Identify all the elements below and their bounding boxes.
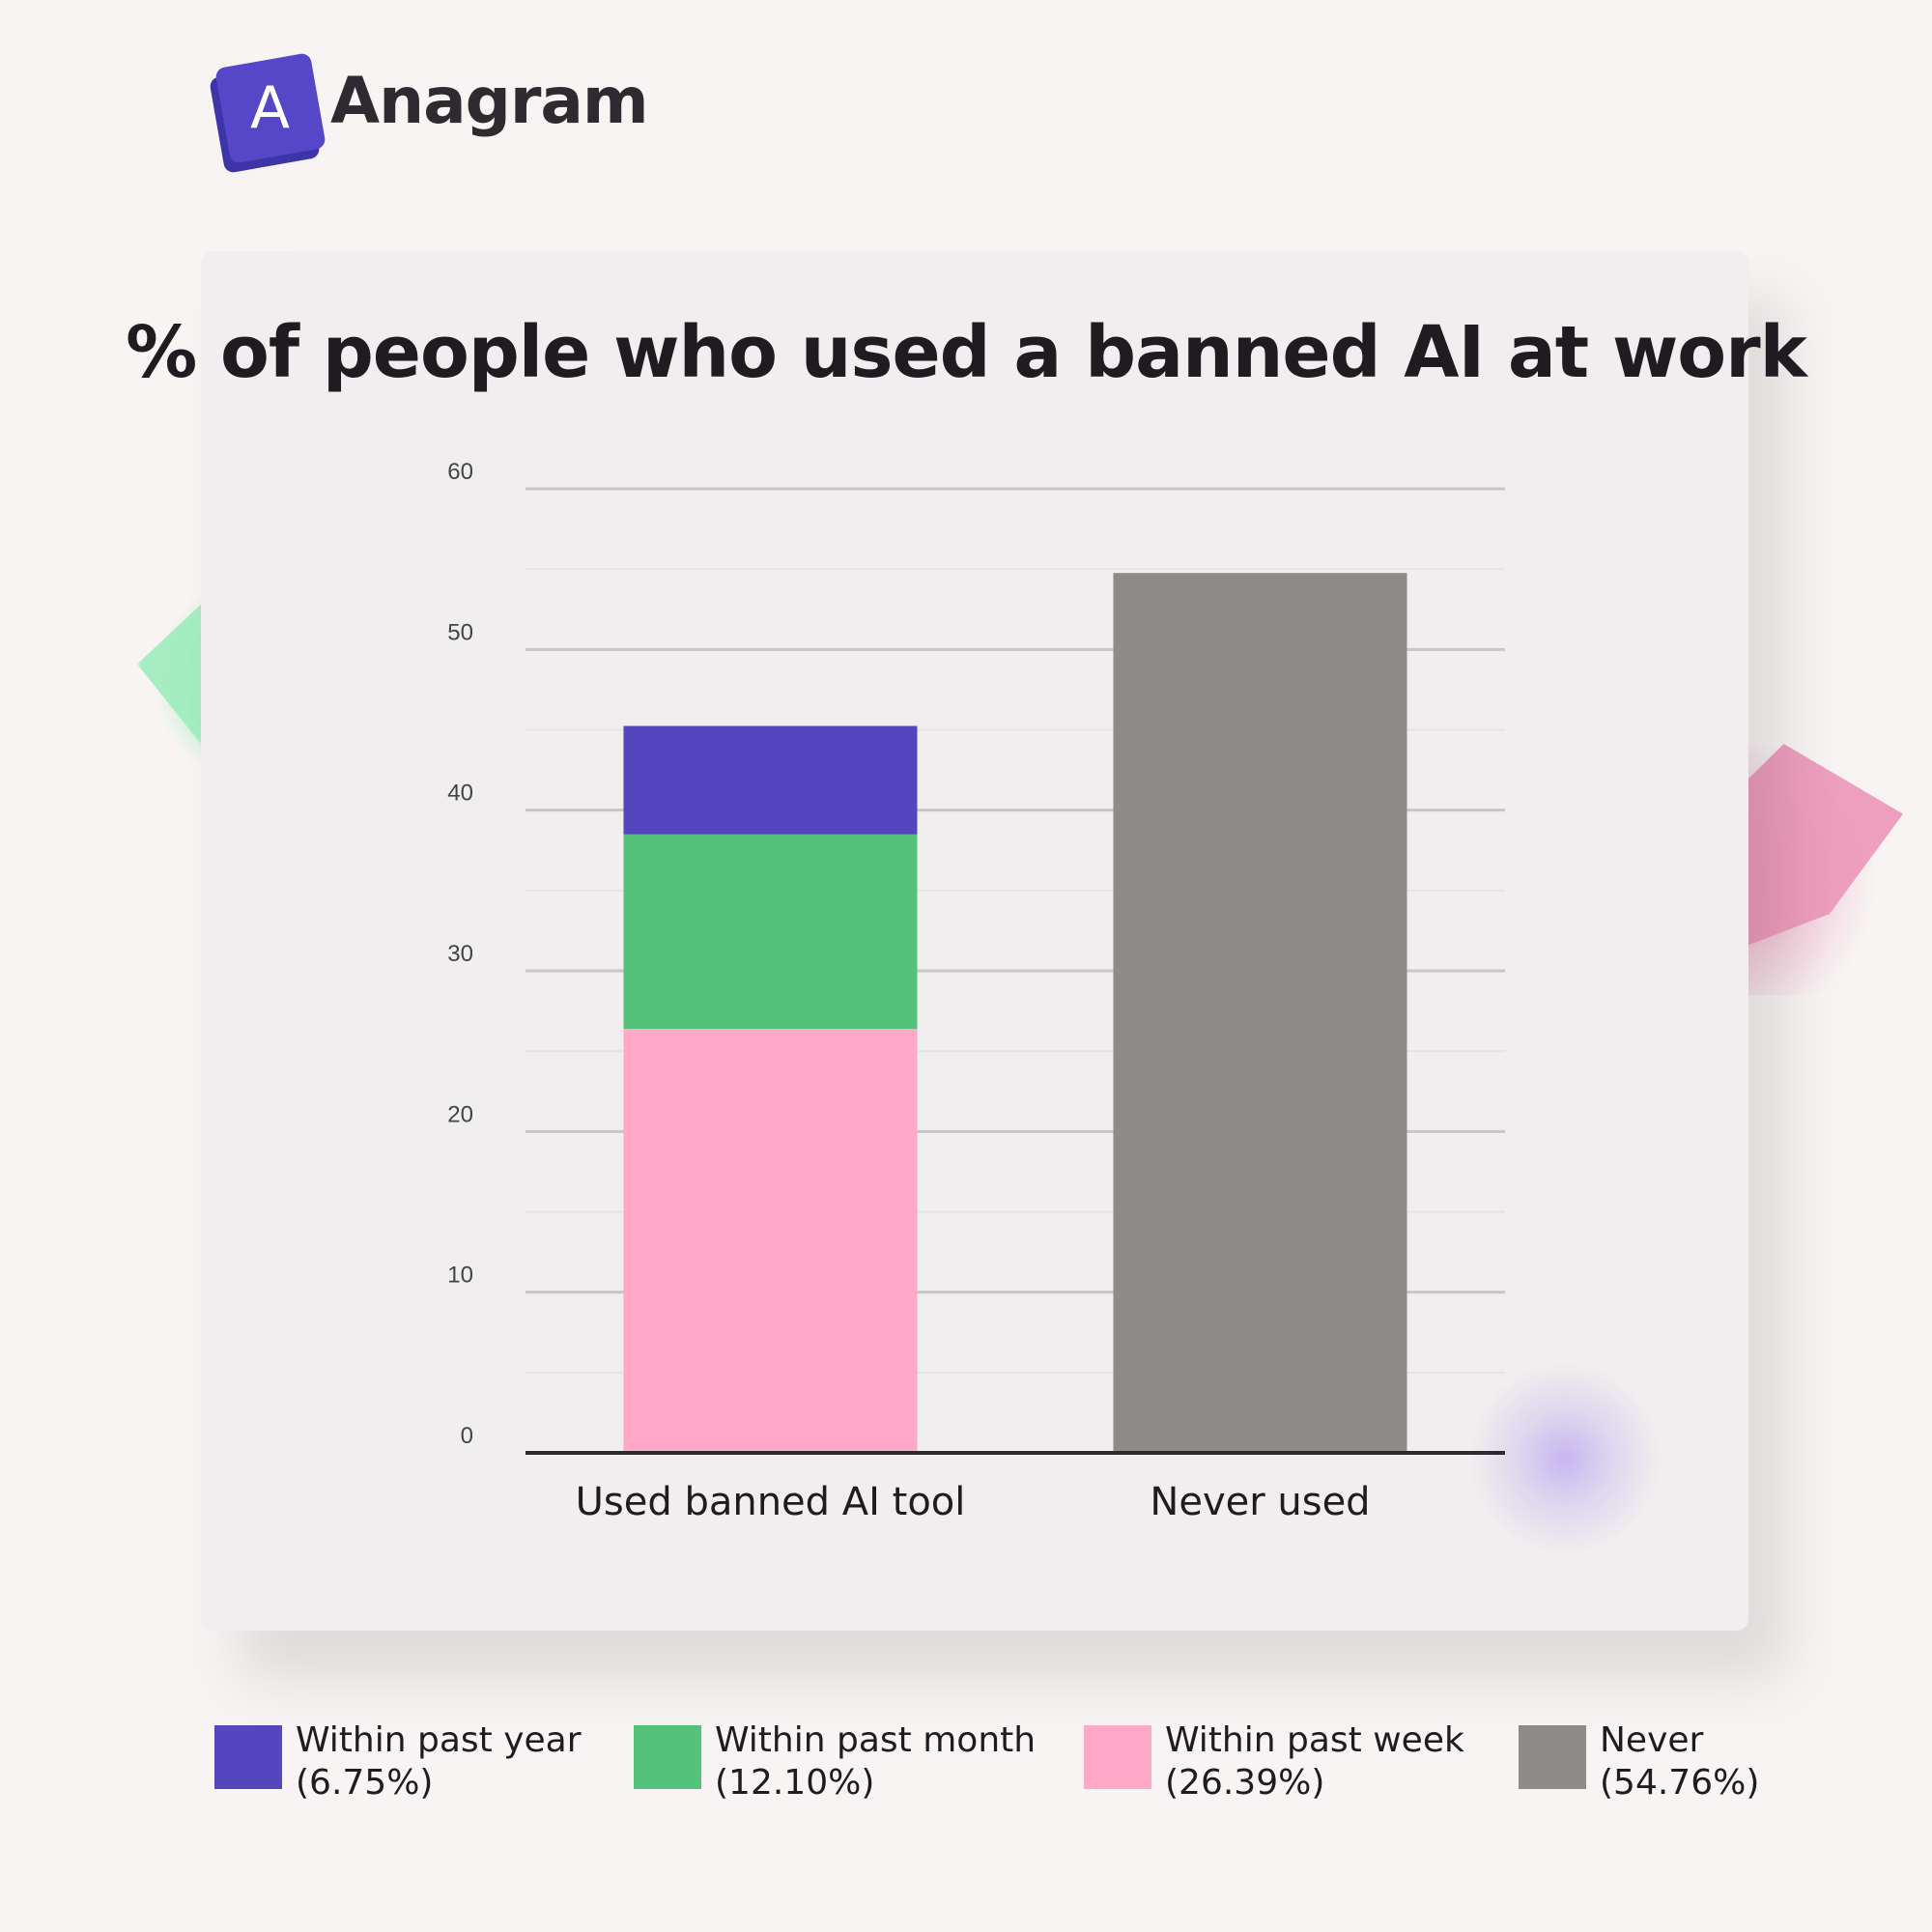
y-tick-label: 40 (447, 781, 473, 807)
legend-item-within-past-week: Within past week (26.39%) (1084, 1719, 1464, 1804)
x-category-label: Never used (1150, 1480, 1370, 1524)
legend-swatch (634, 1725, 701, 1789)
legend-text: Within past year (6.75%) (296, 1719, 582, 1804)
x-axis-labels: Used banned AI tool Never used (576, 1480, 1371, 1524)
brand-name: Anagram (330, 64, 649, 138)
chart-legend: Within past year (6.75%) Within past mon… (0, 1719, 1932, 1816)
x-category-label: Used banned AI tool (576, 1480, 966, 1524)
brand-logo: A Anagram (209, 52, 649, 174)
legend-swatch (1519, 1725, 1586, 1789)
chart-title: % of people who used a banned AI at work (126, 311, 1807, 394)
y-tick-label: 20 (447, 1101, 473, 1127)
legend-value: (54.76%) (1600, 1763, 1760, 1803)
legend-item-within-past-year: Within past year (6.75%) (214, 1719, 582, 1804)
legend-value: (12.10%) (715, 1763, 875, 1803)
legend-text: Within past month (12.10%) (715, 1719, 1036, 1804)
legend-item-within-past-month: Within past month (12.10%) (634, 1719, 1036, 1804)
bars (623, 573, 1407, 1453)
bar-segment (623, 725, 918, 835)
bar-segment (623, 834, 918, 1030)
legend-label: Within past month (715, 1720, 1037, 1760)
y-tick-label: 30 (447, 941, 473, 967)
legend-label: Within past week (1165, 1720, 1464, 1760)
bar-segment (1113, 573, 1407, 1453)
legend-value: (26.39%) (1165, 1763, 1325, 1803)
bar-segment (623, 1029, 918, 1453)
y-tick-label: 10 (447, 1263, 473, 1289)
legend-label: Never (1600, 1720, 1704, 1760)
legend-label: Within past year (296, 1720, 582, 1760)
legend-swatch (214, 1725, 282, 1789)
y-axis-ticks: 0 10 20 30 40 50 60 (447, 459, 473, 1449)
legend-text: Never (54.76%) (1600, 1719, 1759, 1804)
legend-value: (6.75%) (296, 1763, 434, 1803)
y-tick-label: 60 (447, 459, 473, 485)
legend-swatch (1084, 1725, 1151, 1789)
legend-item-never: Never (54.76%) (1519, 1719, 1759, 1804)
y-tick-label: 50 (447, 619, 473, 645)
purple-decor-blob (1468, 1362, 1662, 1555)
legend-text: Within past week (26.39%) (1165, 1719, 1464, 1804)
y-tick-label: 0 (461, 1423, 473, 1449)
